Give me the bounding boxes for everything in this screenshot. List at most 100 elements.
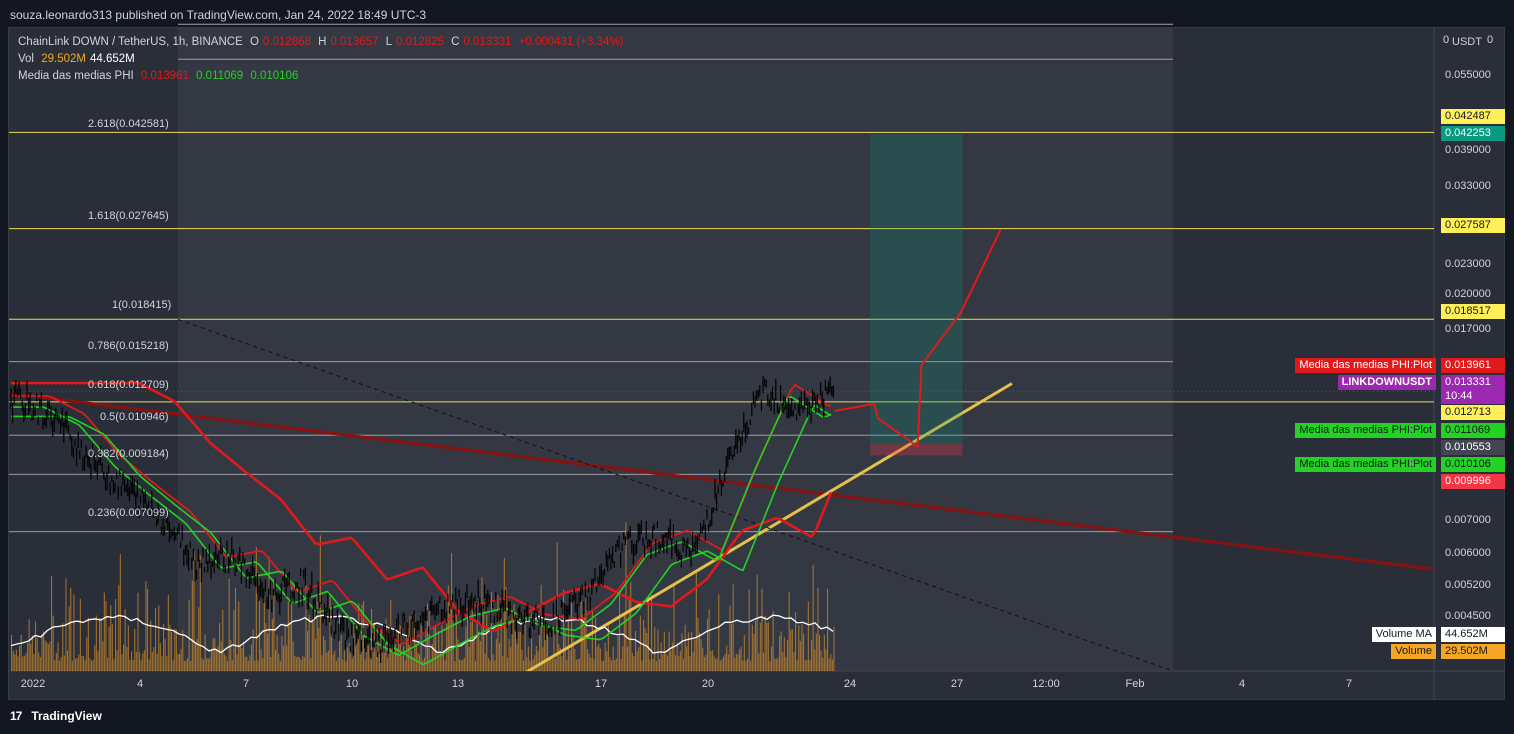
volume-bar [275,649,277,671]
volume-bar [518,631,520,671]
volume-bar [171,631,173,671]
fib-lines [9,23,1434,533]
volume-bar [711,650,713,671]
volume-bar [127,625,129,671]
volume-bar [163,623,165,671]
volume-bar [215,649,217,671]
price-tag-fib-0618: 0.012713 [1441,405,1505,420]
x-tick: 4 [136,678,144,690]
volume-bar [449,602,451,671]
volume-bar [806,659,808,671]
volume-bar [11,634,13,671]
top-bar: souza.leonardo313 published on TradingVi… [0,0,1514,28]
volume-bar [307,630,309,671]
volume-bar [793,652,795,671]
volume-bar [174,628,176,671]
volume-bar [727,654,729,671]
volume-bar [575,659,577,671]
trend-line-yellow [525,382,1013,671]
x-tick: 27 [950,678,964,690]
volume-bar [132,660,134,671]
volume-bar [340,635,342,671]
volume-bar [702,647,704,671]
volume-bar [119,554,121,671]
volume-bar [345,660,347,671]
volume-bar [375,651,377,671]
volume-bar [769,660,771,671]
volume-bar [271,619,273,671]
volume-bar [175,629,177,671]
volume-bar [195,642,197,671]
volume-bar [411,650,413,671]
volume-bar [686,645,688,671]
legend-symbol: ChainLink DOWN / TetherUS, 1h, BINANCE [18,36,243,48]
volume-bar [39,657,41,671]
volume-bar [742,660,744,671]
volume-bar [603,660,605,671]
legend-volume: Vol 29.502M 44.652M [18,53,139,65]
volume-bar [431,644,433,671]
volume-bar [140,659,142,671]
volume-bar [737,654,739,671]
volume-bar [809,659,811,671]
volume-bar [279,660,281,671]
volume-bar [623,612,625,671]
volume-bar [617,636,619,671]
volume-bar [198,607,200,671]
volume-bar [753,633,755,671]
volume-bar [161,656,163,671]
volume-bar [350,653,352,671]
volume-bar [292,641,294,671]
volume-bar [815,633,817,671]
y-tick: 0.017000 [1445,323,1491,335]
volume-bar [115,599,117,671]
x-tick: 12:00 [1032,678,1060,690]
volume-bar [558,644,560,671]
volume-bar [483,608,485,671]
volume-bar [73,594,75,671]
volume-bar [582,614,584,671]
volume-bar [364,659,366,671]
volume-bar [779,636,781,671]
volume-bar [532,659,534,671]
volume-bar [116,650,118,671]
volume-bar [142,653,144,671]
volume-bar [262,658,264,671]
volume-bar [731,624,733,671]
volume-bar [819,635,821,671]
volume-bar [36,637,38,671]
volume-bar [295,657,297,671]
volume-bar [227,660,229,671]
tradingview-footer[interactable]: 17 TradingView [10,709,102,723]
volume-bar [609,657,611,671]
projection-path[interactable] [834,229,1002,449]
volume-bar [545,623,547,671]
volume-bar [150,620,152,671]
volume-bar [19,645,21,671]
volume-bar [403,645,405,671]
volume-bar [335,660,337,671]
volume-bar [783,637,785,671]
volume-bar [247,660,249,671]
volume-bar [107,657,109,671]
volume-bar [166,655,168,671]
volume-bar [183,660,185,671]
volume-bar [28,619,30,671]
volume-bar [521,649,523,671]
volume-bar [252,629,254,671]
price-tag-target: 0.042253 [1441,126,1505,141]
volume-bar [612,646,614,671]
volume-bar [553,629,555,671]
legend-phi: Media das medias PHI 0.013961 0.011069 0… [18,70,302,82]
volume-bar [505,587,507,671]
long-position-tool[interactable] [870,134,963,456]
volume-bar [687,632,689,671]
volume-bar [212,638,214,671]
volume-bar [276,635,278,671]
volume-bar [207,658,209,671]
side-label-phi-green-2: Media das medias PHI:Plot [1295,457,1436,472]
legend-vol: 29.502M [41,53,86,65]
volume-bar [479,640,481,671]
volume-bar [652,659,654,671]
